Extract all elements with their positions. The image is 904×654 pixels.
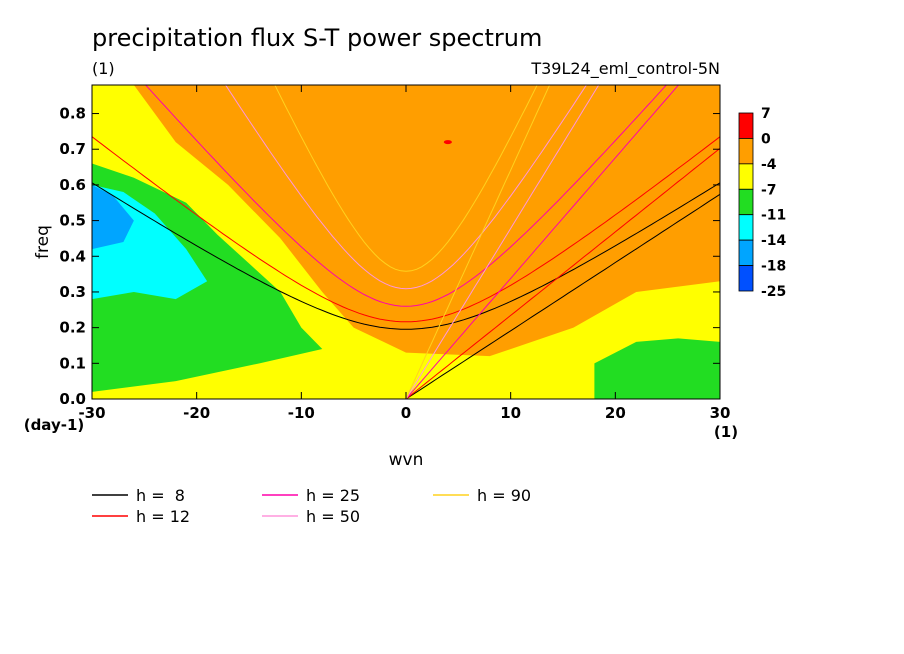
axis-ticks: -30 -20 -10 0 10 20 30 0.0 0.1 0.2 0.3 0.4 0.5 0.6 0.7… bbox=[59, 85, 730, 422]
y-tick-label: 0.1 bbox=[59, 354, 86, 372]
colorbar-swatch bbox=[738, 214, 754, 241]
kelvin-curve-1 bbox=[405, 147, 720, 399]
colorbar-label: -25 bbox=[761, 284, 786, 300]
chart-title: precipitation flux S-T power spectrum bbox=[92, 24, 542, 52]
region-blue bbox=[92, 184, 134, 250]
legend-label: h = 90 bbox=[477, 486, 531, 505]
y-tick-label: 0.7 bbox=[59, 140, 86, 158]
colorbar-swatch bbox=[738, 188, 754, 216]
colorbar-swatch bbox=[738, 163, 754, 190]
y-tick-label: 0.8 bbox=[59, 105, 86, 123]
x-tick-label: -20 bbox=[183, 404, 210, 422]
x-axis-label: wvn bbox=[389, 450, 424, 470]
kelvin-curve-3 bbox=[405, 85, 600, 399]
y-unit-label: (day-1) bbox=[24, 416, 85, 434]
colorbar-swatch bbox=[738, 138, 754, 165]
y-tick-label: 0.6 bbox=[59, 176, 86, 194]
x-unit-label: (1) bbox=[714, 423, 738, 441]
region-green-right bbox=[594, 338, 720, 399]
x-tick-label: -30 bbox=[78, 404, 105, 422]
colorbar-label: 7 bbox=[761, 106, 771, 122]
peak-red bbox=[443, 140, 452, 145]
legend-label: h = 50 bbox=[306, 507, 360, 526]
x-tick-label: 20 bbox=[605, 404, 626, 422]
legend-label: h = 25 bbox=[306, 486, 360, 505]
y-tick-label: 0.5 bbox=[59, 212, 86, 230]
kelvin-curve-2 bbox=[405, 85, 680, 399]
kelvin-curve-4 bbox=[405, 85, 551, 399]
legend-label: h = 12 bbox=[136, 507, 190, 526]
y-tick-label: 0.4 bbox=[59, 247, 86, 265]
colorbar-label: 0 bbox=[761, 131, 771, 147]
colorbar: 7 0 -4 -7 -11 -14 -18 -25 bbox=[738, 106, 787, 300]
legend: h = 8 h = 12 h = 25 h = 50 h = 90 bbox=[92, 486, 531, 526]
x-tick-label: -10 bbox=[288, 404, 315, 422]
curve-1 bbox=[92, 136, 720, 323]
x-tick-label: 0 bbox=[401, 404, 411, 422]
colorbar-label: -4 bbox=[761, 157, 777, 173]
colorbar-swatch bbox=[738, 239, 754, 266]
colorbar-swatch bbox=[738, 112, 754, 139]
x-tick-label: 10 bbox=[500, 404, 521, 422]
colorbar-label: -18 bbox=[761, 259, 786, 275]
curve-2 bbox=[144, 85, 668, 307]
subtitle-right: T39L24_eml_control-5N bbox=[530, 59, 720, 79]
subtitle-left: (1) bbox=[92, 59, 115, 78]
y-tick-label: 0.2 bbox=[59, 319, 86, 337]
curve-4 bbox=[274, 85, 538, 272]
y-tick-label: 0.3 bbox=[59, 283, 86, 301]
colorbar-label: -14 bbox=[761, 233, 787, 249]
curve-0 bbox=[92, 182, 720, 330]
legend-label: h = 8 bbox=[136, 486, 185, 505]
x-tick-label: 30 bbox=[710, 404, 731, 422]
kelvin-curve-0 bbox=[405, 193, 720, 399]
y-tick-label: 0.0 bbox=[59, 390, 86, 408]
spectrum-heatmap bbox=[92, 85, 720, 399]
curve-3 bbox=[224, 85, 588, 290]
y-axis-label: freq bbox=[33, 225, 53, 259]
colorbar-label: -11 bbox=[761, 208, 786, 224]
colorbar-swatch bbox=[738, 265, 754, 292]
colorbar-label: -7 bbox=[761, 182, 777, 198]
